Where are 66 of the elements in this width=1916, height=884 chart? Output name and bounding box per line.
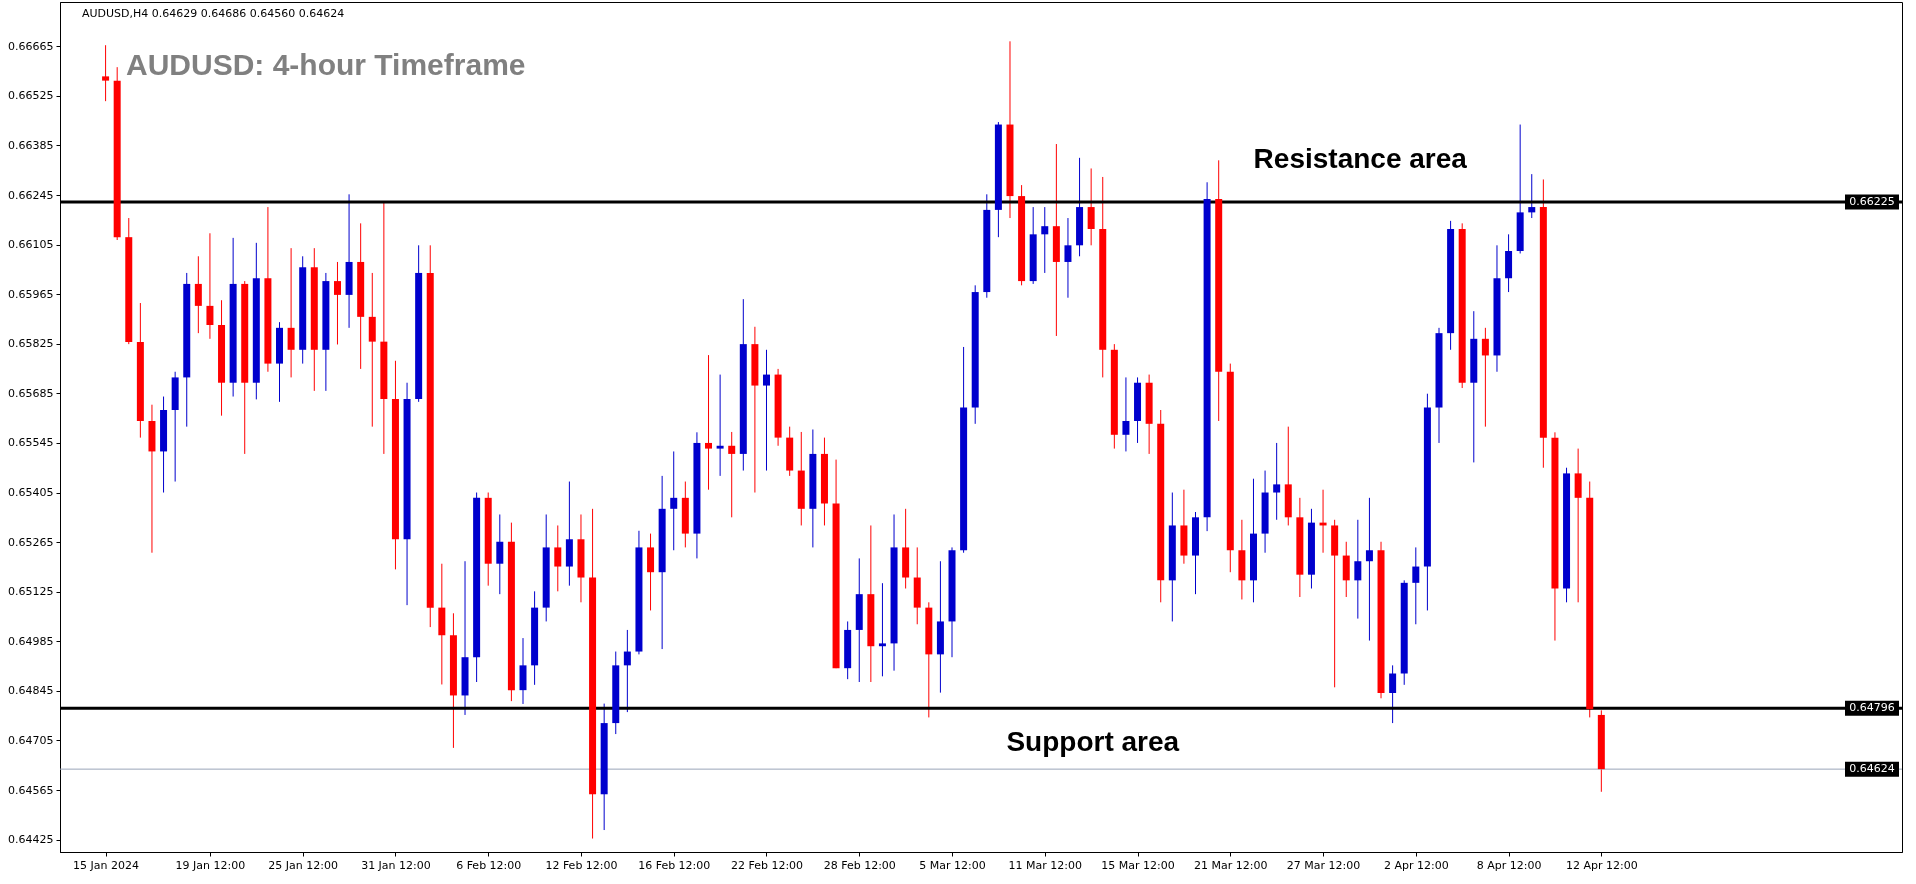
- y-tick-label: 0.65405: [8, 486, 54, 500]
- y-tick-label: 0.64425: [8, 833, 54, 847]
- candlestick: [496, 513, 504, 595]
- candlestick: [728, 431, 736, 518]
- x-tick-label: 21 Mar 12:00: [1194, 858, 1268, 872]
- candlestick: [623, 629, 631, 713]
- x-tick-label: 5 Mar 12:00: [919, 858, 986, 872]
- candlestick: [1481, 327, 1489, 428]
- x-tick-label: 2 Apr 12:00: [1383, 858, 1449, 872]
- annotation: Support area: [1006, 726, 1180, 758]
- candlestick: [762, 349, 770, 472]
- candlestick: [1365, 497, 1373, 642]
- y-tick-label: 0.64705: [8, 733, 54, 747]
- candlestick: [554, 524, 562, 592]
- y-tick-label: 0.66385: [8, 138, 54, 152]
- ref-line-label: 0.64796: [1849, 701, 1895, 715]
- candlestick: [1412, 546, 1420, 625]
- x-tick-label: 8 Apr 12:00: [1476, 858, 1542, 872]
- x-tick-label: 12 Feb 12:00: [545, 858, 618, 872]
- x-tick-label: 11 Mar 12:00: [1008, 858, 1082, 872]
- candlestick: [333, 261, 341, 345]
- x-tick-label: 15 Mar 12:00: [1101, 858, 1175, 872]
- y-tick-label: 0.66665: [8, 39, 54, 53]
- y-tick-label: 0.65965: [8, 287, 54, 301]
- candlestick: [670, 450, 678, 551]
- ref-line-label: 0.64624: [1849, 762, 1895, 776]
- y-tick-label: 0.65545: [8, 436, 54, 450]
- candlestick: [1528, 173, 1536, 219]
- candlestick: [705, 354, 713, 491]
- x-tick-label: 19 Jan 12:00: [175, 858, 246, 872]
- y-tick-label: 0.65825: [8, 337, 54, 351]
- x-tick-label: 31 Jan 12:00: [361, 858, 431, 872]
- text: AUDUSD: 4-hour Timeframe: [126, 48, 526, 81]
- candlestick: [878, 582, 886, 677]
- candlestick: [102, 44, 110, 102]
- x-tick-label: 6 Feb 12:00: [456, 858, 522, 872]
- ref-line-label: 0.66225: [1849, 195, 1895, 209]
- x-tick-label: 27 Mar 12:00: [1286, 858, 1361, 872]
- y-tick-label: 0.66245: [8, 188, 54, 202]
- candlestick: [1122, 376, 1130, 452]
- y-tick-label: 0.66525: [8, 89, 54, 103]
- y-tick-label: 0.64565: [8, 783, 54, 797]
- x-tick-label: 16 Feb 12:00: [638, 858, 711, 872]
- y-tick-label: 0.64845: [8, 684, 54, 698]
- annotation: AUDUSD,H4 0.64629 0.64686 0.64560 0.64624: [82, 7, 345, 20]
- candlestick: [206, 232, 214, 340]
- x-tick-label: 12 Apr 12:00: [1565, 858, 1638, 872]
- candlestick: [1041, 206, 1049, 274]
- annotation: Resistance area: [1253, 143, 1468, 175]
- y-tick-label: 0.65685: [8, 386, 54, 400]
- candlestick: [1087, 167, 1095, 246]
- candlestick: [1389, 664, 1397, 724]
- y-tick-label: 0.66105: [8, 238, 54, 252]
- y-tick-label: 0.64985: [8, 634, 54, 648]
- candlestick: [287, 247, 295, 378]
- x-tick-label: 22 Feb 12:00: [730, 858, 804, 872]
- candlestick: [194, 255, 202, 334]
- candlestick: [1273, 442, 1281, 521]
- candlestick: [716, 374, 724, 477]
- x-tick-label: 28 Feb 12:00: [823, 858, 896, 872]
- x-tick-label: 15 Jan 2024: [73, 858, 140, 872]
- x-tick-label: 25 Jan 12:00: [268, 858, 339, 872]
- y-tick-label: 0.65265: [8, 535, 54, 549]
- candlestick: [1354, 519, 1362, 620]
- y-tick-label: 0.65125: [8, 585, 54, 599]
- candlestick: [1064, 217, 1072, 299]
